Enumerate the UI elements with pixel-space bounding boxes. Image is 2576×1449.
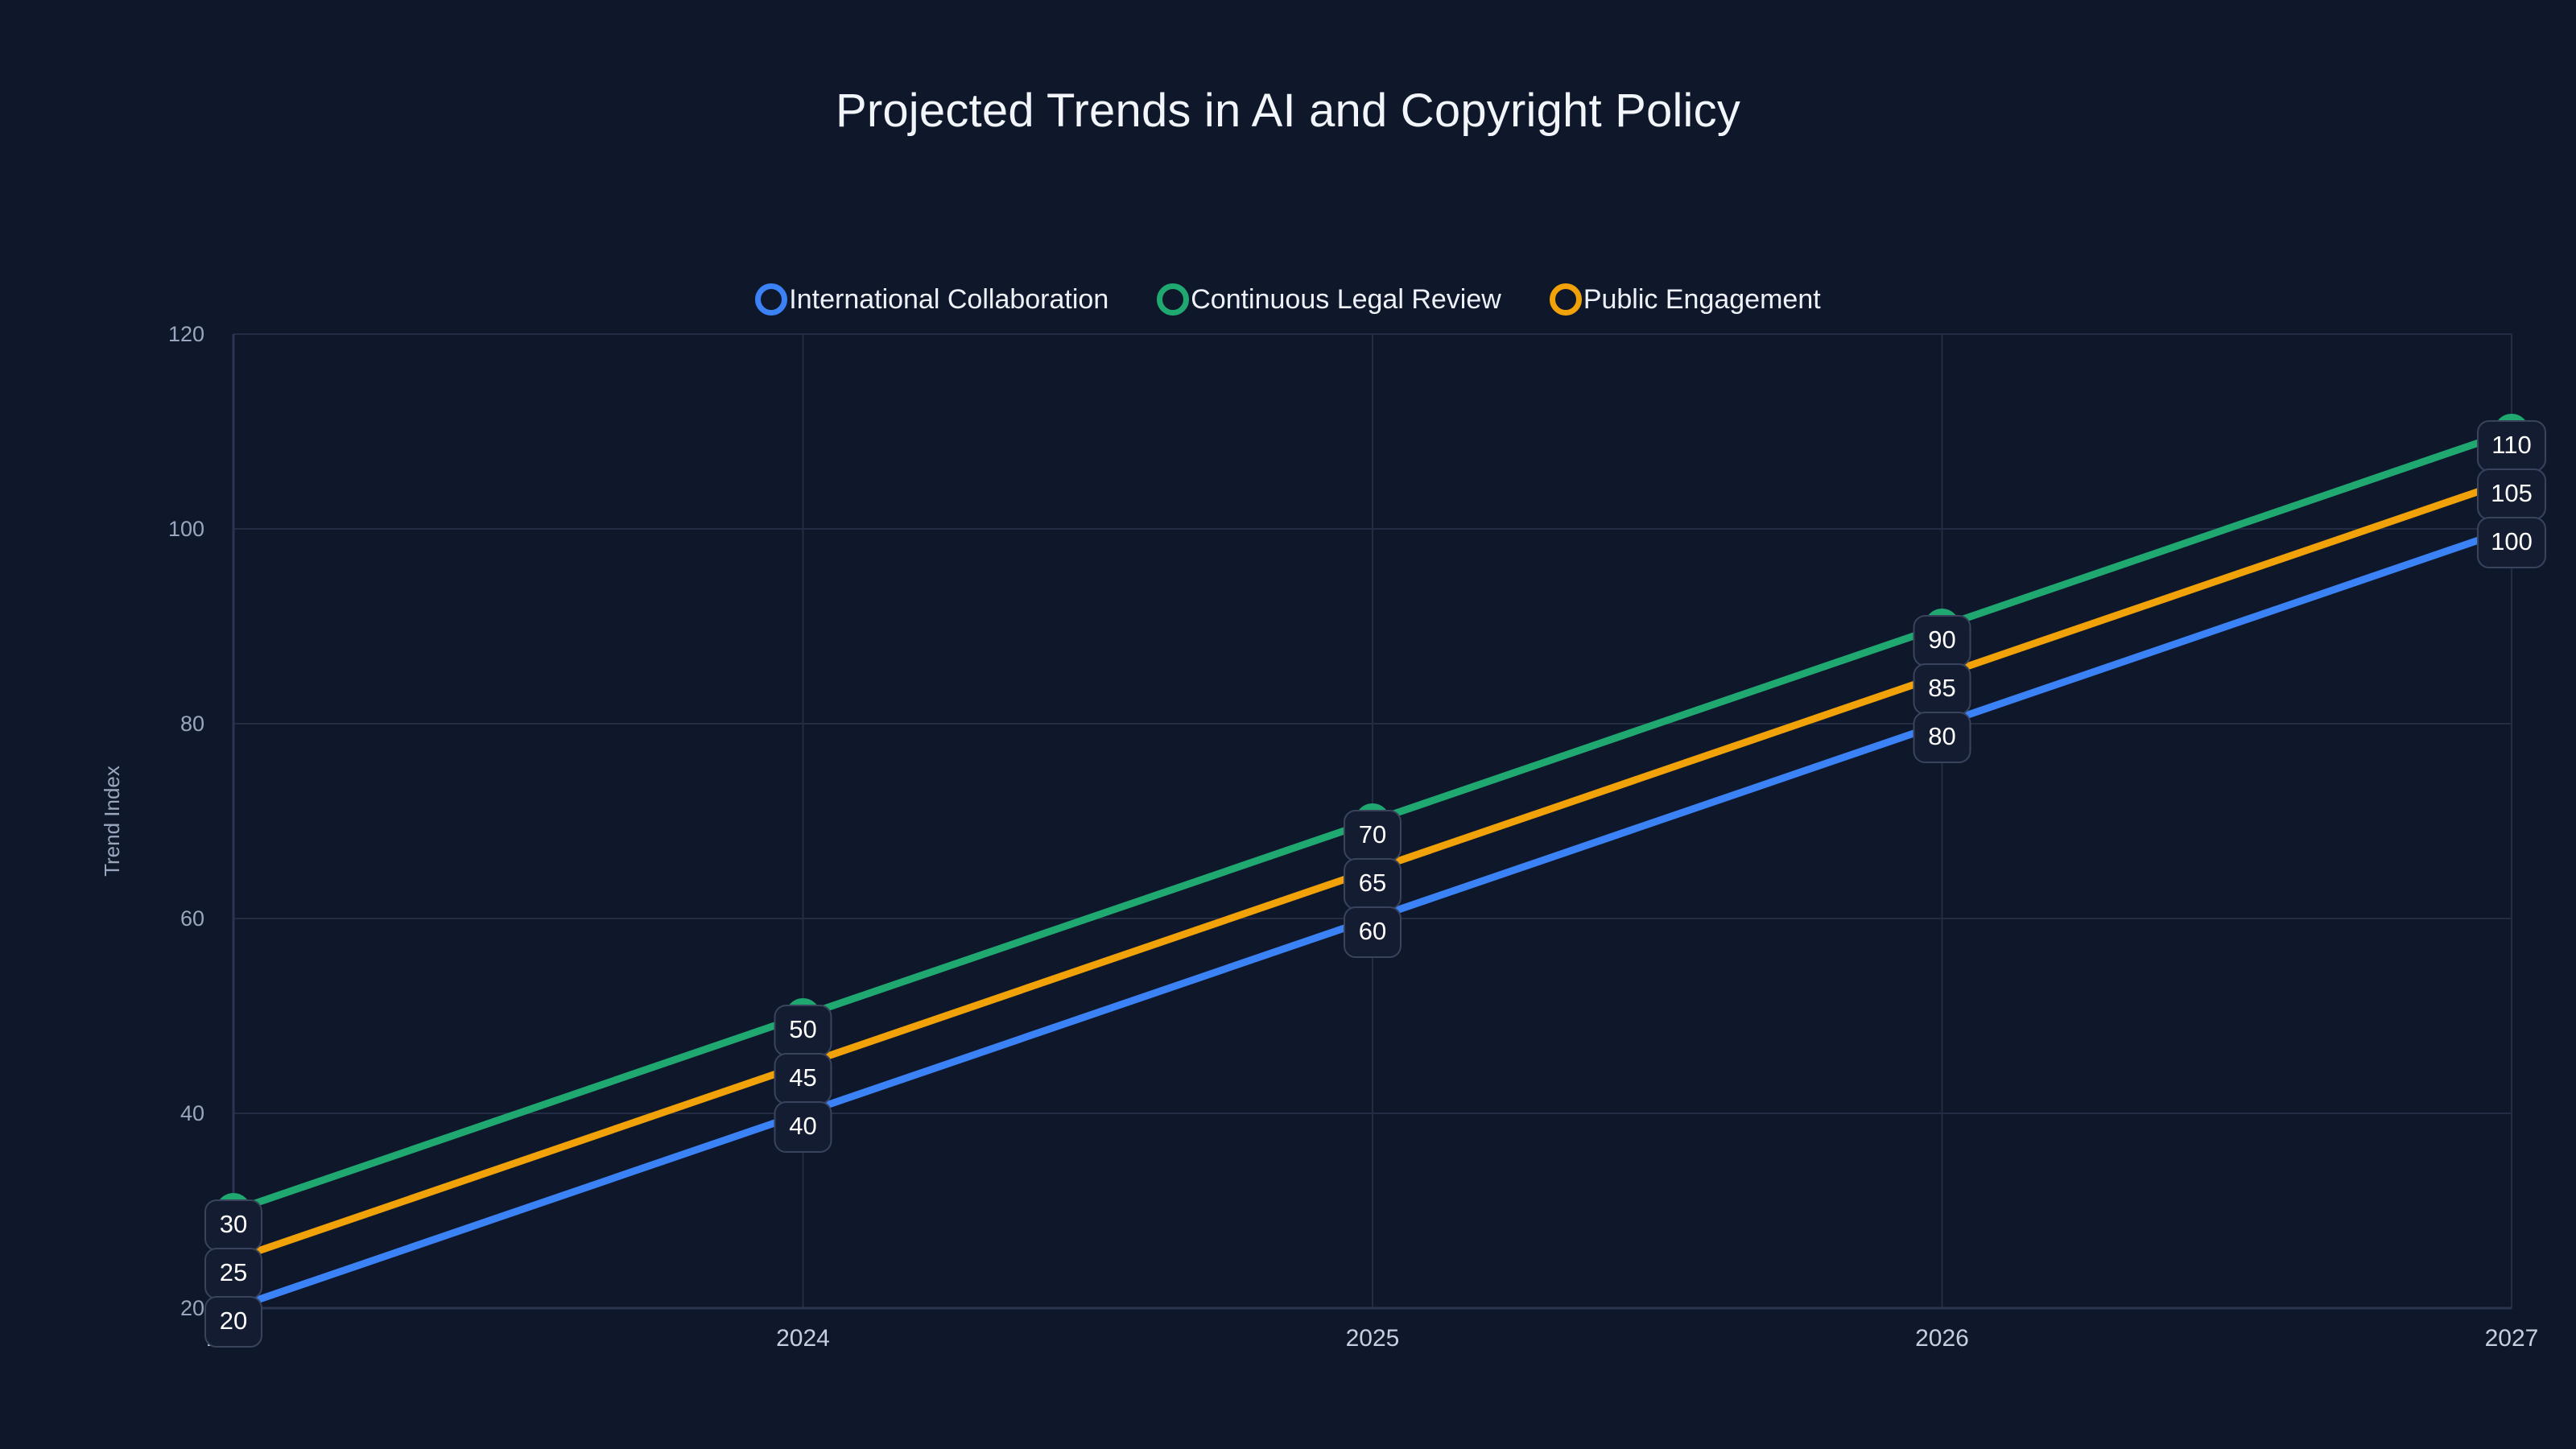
data-label-text: 25 bbox=[220, 1258, 247, 1286]
data-label-text: 70 bbox=[1359, 820, 1386, 848]
data-label-text: 65 bbox=[1359, 869, 1386, 897]
data-label: 100 bbox=[2477, 517, 2546, 568]
data-label: 110 bbox=[2477, 420, 2546, 472]
y-axis-tick-label: 80 bbox=[180, 712, 204, 736]
data-label-text: 60 bbox=[1359, 917, 1386, 945]
data-labels: 30 25 20 50 45 40 70 65 60 90 85 80 110 105 100 bbox=[204, 420, 2546, 1348]
data-label: 105 bbox=[2477, 469, 2546, 520]
y-axis-title-text: Trend Index bbox=[100, 766, 124, 877]
data-label-text: 85 bbox=[1928, 674, 1955, 702]
legend-item-international-collaboration[interactable]: International Collaboration bbox=[755, 283, 1108, 316]
data-label: 20 bbox=[204, 1296, 262, 1348]
y-axis-tick-label: 40 bbox=[180, 1101, 204, 1125]
data-label-text: 100 bbox=[2491, 527, 2533, 555]
x-axis-tick-label: 2025 bbox=[1346, 1325, 1400, 1352]
data-label-box bbox=[2477, 517, 2546, 568]
data-label: 45 bbox=[774, 1053, 832, 1104]
data-label: 80 bbox=[1913, 712, 1971, 763]
data-label-text: 110 bbox=[2491, 431, 2531, 459]
data-label: 85 bbox=[1913, 663, 1971, 715]
y-axis-tick-label: 60 bbox=[180, 906, 204, 931]
x-axis-tick-labels: 20232024202520262027 bbox=[207, 1325, 2539, 1352]
data-label-box bbox=[1344, 906, 1402, 958]
circle-marker-icon bbox=[1549, 283, 1582, 316]
data-label-text: 45 bbox=[789, 1063, 816, 1092]
data-label: 25 bbox=[204, 1248, 262, 1299]
circle-marker-icon bbox=[1157, 283, 1190, 316]
legend-item-continuous-legal-review[interactable]: Continuous Legal Review bbox=[1157, 283, 1501, 316]
circle-marker-icon bbox=[755, 283, 788, 316]
data-label-text: 50 bbox=[789, 1015, 816, 1043]
legend-item-label: Continuous Legal Review bbox=[1191, 284, 1501, 315]
page-title: Projected Trends in AI and Copyright Pol… bbox=[835, 85, 1741, 137]
x-axis-tick-label: 2024 bbox=[776, 1325, 830, 1352]
data-label-text: 80 bbox=[1928, 722, 1955, 750]
data-label-box bbox=[204, 1296, 262, 1348]
data-label: 50 bbox=[774, 1005, 832, 1056]
y-axis-tick-label: 100 bbox=[168, 517, 204, 541]
chart-legend: International Collaboration Continuous L… bbox=[0, 283, 2576, 316]
y-axis-tick-label: 120 bbox=[168, 322, 204, 346]
x-axis-tick-label: 2027 bbox=[2485, 1325, 2539, 1352]
data-label-text: 30 bbox=[220, 1210, 247, 1238]
legend-item-label: International Collaboration bbox=[789, 284, 1109, 315]
data-label-text: 40 bbox=[789, 1112, 816, 1140]
data-label: 65 bbox=[1344, 858, 1402, 910]
data-label-text: 90 bbox=[1928, 625, 1955, 654]
y-axis-tick-labels: 20 40 60 80 100 120 bbox=[168, 322, 204, 1320]
axis-lines bbox=[232, 334, 2512, 1310]
legend-item-label: Public Engagement bbox=[1583, 284, 1821, 315]
y-axis-tick-label: 20 bbox=[180, 1296, 204, 1320]
y-axis-title: Trend Index bbox=[100, 766, 124, 877]
x-axis-tick-label: 2026 bbox=[1915, 1325, 1969, 1352]
data-label: 60 bbox=[1344, 906, 1402, 958]
legend-item-public-engagement[interactable]: Public Engagement bbox=[1549, 283, 1821, 316]
data-label: 90 bbox=[1913, 615, 1971, 667]
data-label-text: 20 bbox=[220, 1307, 247, 1335]
data-label-box bbox=[774, 1101, 832, 1153]
data-label-box bbox=[1913, 712, 1971, 763]
data-label: 30 bbox=[204, 1199, 262, 1251]
data-label-text: 105 bbox=[2491, 479, 2533, 507]
data-label: 70 bbox=[1344, 810, 1402, 861]
data-label: 40 bbox=[774, 1101, 832, 1153]
